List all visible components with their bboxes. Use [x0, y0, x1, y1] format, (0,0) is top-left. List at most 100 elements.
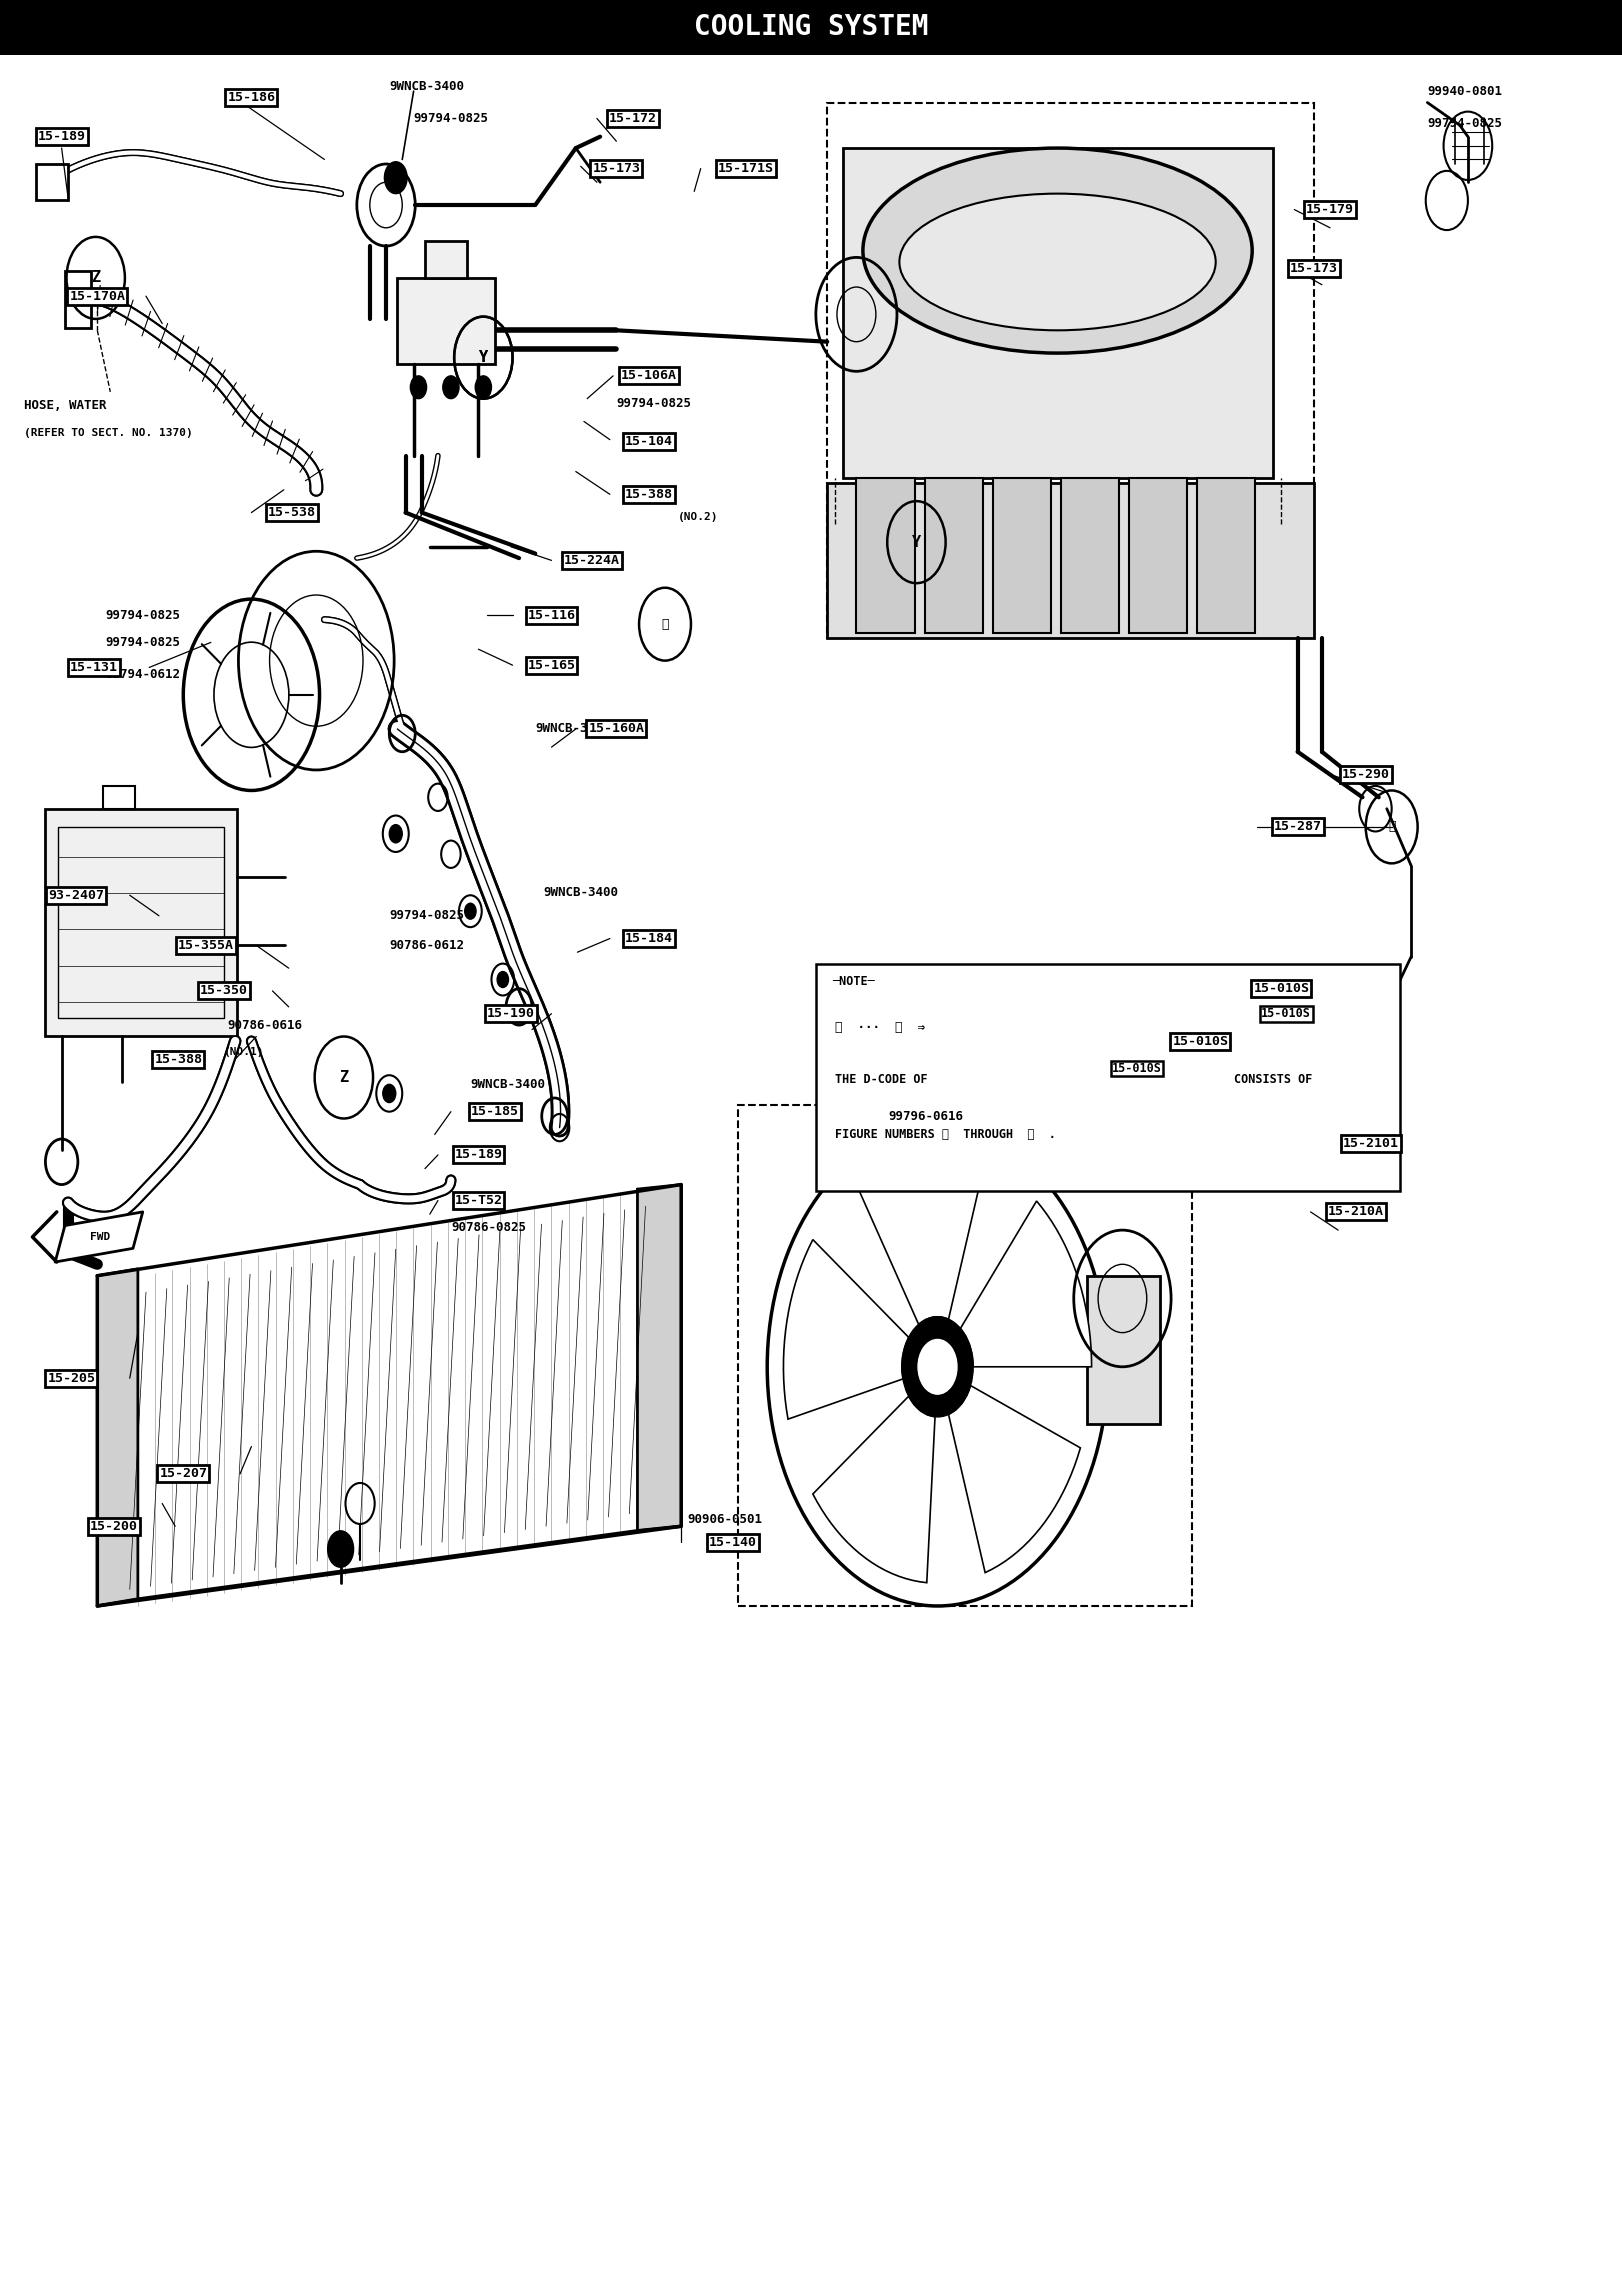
Text: ①: ① — [662, 617, 668, 631]
Bar — [738, 1105, 1192, 1606]
Text: 9WNCB-3400: 9WNCB-3400 — [535, 722, 610, 736]
Circle shape — [384, 162, 407, 194]
Bar — [58, 827, 224, 1018]
Bar — [993, 478, 1051, 633]
Circle shape — [443, 376, 459, 399]
Bar — [397, 278, 495, 364]
Bar — [925, 478, 983, 633]
Text: 99794-0825: 99794-0825 — [1427, 116, 1502, 130]
Circle shape — [918, 1339, 957, 1394]
Bar — [65, 271, 91, 328]
Text: 99796-0616: 99796-0616 — [889, 1109, 963, 1123]
Text: 90786-0825: 90786-0825 — [451, 1221, 526, 1235]
Text: 15-160A: 15-160A — [589, 722, 644, 736]
Text: 15-106A: 15-106A — [621, 369, 676, 383]
Text: 15-185: 15-185 — [470, 1105, 519, 1118]
Text: 15-189: 15-189 — [454, 1148, 503, 1162]
Text: 15-186: 15-186 — [227, 91, 276, 105]
Text: 15-224A: 15-224A — [564, 554, 620, 567]
Bar — [1061, 478, 1119, 633]
Text: 15-210A: 15-210A — [1328, 1205, 1384, 1219]
Text: 15-010S: 15-010S — [1262, 1007, 1311, 1021]
Bar — [1197, 478, 1255, 633]
Circle shape — [475, 376, 491, 399]
Text: Z: Z — [339, 1071, 349, 1084]
Text: 15-350: 15-350 — [200, 984, 248, 998]
Polygon shape — [813, 1396, 934, 1583]
Text: 15-116: 15-116 — [527, 608, 576, 622]
Text: 15-388: 15-388 — [624, 487, 673, 501]
Text: (REFER TO SECT. NO. 1370): (REFER TO SECT. NO. 1370) — [24, 428, 193, 437]
Text: COOLING SYSTEM: COOLING SYSTEM — [694, 14, 928, 41]
Text: 15-184: 15-184 — [624, 932, 673, 945]
Text: 15-131: 15-131 — [70, 661, 118, 674]
Bar — [827, 483, 1314, 638]
Text: 15-172: 15-172 — [608, 112, 657, 125]
Text: Z: Z — [91, 271, 101, 285]
Bar — [0, 0, 1622, 55]
Text: 15-200: 15-200 — [89, 1519, 138, 1533]
Text: 99794-0825: 99794-0825 — [389, 909, 464, 923]
Text: ─NOTE─: ─NOTE─ — [832, 975, 874, 989]
Bar — [827, 103, 1314, 638]
Bar — [36, 164, 68, 200]
Text: 15-010S: 15-010S — [1173, 1034, 1228, 1048]
Text: 15-190: 15-190 — [487, 1007, 535, 1021]
Text: 90786-0612: 90786-0612 — [389, 939, 464, 952]
Bar — [45, 809, 237, 1036]
Circle shape — [410, 376, 427, 399]
Bar — [816, 964, 1400, 1191]
Text: FIGURE NUMBERS ①  THROUGH  ②  .: FIGURE NUMBERS ① THROUGH ② . — [835, 1128, 1056, 1141]
Circle shape — [496, 970, 509, 989]
Circle shape — [389, 825, 402, 843]
Circle shape — [464, 904, 477, 918]
Bar — [843, 148, 1273, 478]
Text: 99794-0612: 99794-0612 — [105, 667, 180, 681]
Text: Y: Y — [478, 351, 488, 364]
Circle shape — [328, 1531, 354, 1567]
Ellipse shape — [900, 194, 1216, 330]
Text: 9WNCB-3400: 9WNCB-3400 — [470, 1077, 545, 1091]
Polygon shape — [949, 1385, 1080, 1572]
Polygon shape — [960, 1201, 1092, 1367]
Text: 15-173: 15-173 — [592, 162, 641, 175]
Text: 15-290: 15-290 — [1341, 768, 1390, 781]
Text: 99794-0825: 99794-0825 — [105, 636, 180, 649]
Circle shape — [902, 1317, 973, 1417]
Ellipse shape — [863, 148, 1252, 353]
Polygon shape — [783, 1239, 908, 1419]
Text: 15-010S: 15-010S — [1113, 1062, 1161, 1075]
Polygon shape — [97, 1269, 138, 1606]
Text: (NO.2): (NO.2) — [678, 513, 719, 522]
Text: FWD: FWD — [91, 1232, 110, 1242]
Text: 15-140: 15-140 — [709, 1535, 757, 1549]
Text: Y: Y — [912, 535, 921, 549]
Text: 15-355A: 15-355A — [178, 939, 234, 952]
Text: 90906-0501: 90906-0501 — [688, 1513, 762, 1526]
Text: 9WNCB-3400: 9WNCB-3400 — [543, 886, 618, 900]
Circle shape — [383, 1084, 396, 1103]
Text: ②: ② — [1388, 820, 1395, 834]
Bar — [102, 786, 135, 809]
Polygon shape — [637, 1185, 681, 1531]
Text: HOSE, WATER: HOSE, WATER — [24, 399, 107, 412]
Text: CONSISTS OF: CONSISTS OF — [1234, 1073, 1312, 1087]
Text: 99794-0825: 99794-0825 — [414, 112, 488, 125]
Text: 15-173: 15-173 — [1289, 262, 1338, 276]
Text: 15-165: 15-165 — [527, 658, 576, 672]
Text: 15-010S: 15-010S — [1254, 982, 1309, 995]
Bar — [856, 478, 915, 633]
Text: ①  ···  ②  ⇒: ① ··· ② ⇒ — [835, 1021, 925, 1034]
Text: 15-189: 15-189 — [37, 130, 86, 144]
Text: (NO.1): (NO.1) — [224, 1048, 264, 1057]
Text: 15-104: 15-104 — [624, 435, 673, 449]
Polygon shape — [856, 1150, 985, 1324]
Text: 9WNCB-3400: 9WNCB-3400 — [389, 80, 464, 93]
Bar — [1129, 478, 1187, 633]
Bar — [425, 241, 467, 278]
Text: 15-2101: 15-2101 — [1343, 1137, 1398, 1150]
Bar — [1087, 1276, 1160, 1424]
Text: 15-170A: 15-170A — [70, 289, 125, 303]
Text: 15-179: 15-179 — [1306, 203, 1354, 216]
Text: 15-207: 15-207 — [159, 1467, 208, 1481]
